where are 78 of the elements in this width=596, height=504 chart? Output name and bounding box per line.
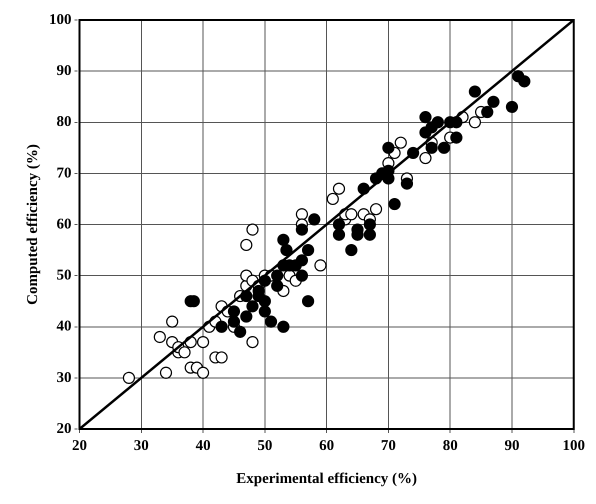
y-tick-label: 30: [56, 370, 72, 386]
point: [296, 208, 308, 220]
point: [314, 259, 327, 272]
point: [264, 316, 278, 328]
point: [296, 224, 308, 236]
point: [296, 254, 308, 266]
point: [450, 131, 462, 144]
x-tick-label: 90: [504, 438, 520, 454]
point: [345, 244, 358, 256]
point: [394, 136, 407, 149]
point: [246, 224, 259, 236]
point: [438, 142, 450, 154]
y-tick-label: 40: [56, 318, 72, 335]
y-tick-label: 20: [56, 420, 72, 437]
point: [326, 192, 339, 206]
point: [154, 330, 166, 344]
point: [345, 208, 358, 220]
point: [166, 316, 178, 328]
point: [234, 326, 246, 338]
point: [246, 336, 259, 348]
x-axis-title: Experimental efficiency (%): [236, 470, 418, 487]
point: [246, 300, 259, 312]
point: [400, 178, 414, 190]
x-tick-label: 60: [319, 438, 334, 454]
point: [302, 244, 314, 256]
point: [432, 116, 444, 128]
point: [178, 346, 191, 358]
y-tick-label: 90: [56, 63, 72, 79]
point: [228, 316, 240, 328]
point: [388, 198, 401, 210]
y-tick-label: 50: [56, 268, 72, 284]
point: [468, 116, 481, 128]
point: [215, 320, 228, 333]
point: [419, 152, 432, 164]
point: [258, 295, 271, 308]
point: [518, 75, 530, 88]
point: [122, 372, 136, 384]
point: [364, 228, 376, 241]
point: [332, 228, 346, 241]
point: [228, 305, 240, 318]
point: [271, 280, 284, 292]
point: [481, 106, 494, 118]
point: [426, 142, 438, 154]
point: [240, 238, 252, 252]
point: [332, 218, 346, 231]
point: [277, 320, 290, 333]
point: [487, 96, 500, 108]
point: [196, 336, 210, 348]
point: [468, 85, 481, 98]
point: [296, 270, 308, 282]
point: [302, 295, 314, 308]
point: [240, 310, 252, 323]
point: [196, 366, 210, 379]
y-tick-label: 80: [56, 114, 72, 130]
point: [215, 351, 228, 364]
point: [277, 234, 290, 246]
point: [370, 203, 382, 216]
x-tick-label: 50: [257, 438, 272, 454]
x-tick-label: 100: [562, 438, 585, 454]
point: [419, 111, 432, 124]
x-tick-label: 40: [196, 438, 211, 454]
point: [332, 182, 346, 195]
x-tick-label: 20: [72, 438, 87, 454]
x-tick-label: 80: [442, 438, 458, 454]
point: [280, 244, 293, 256]
x-tick-label: 70: [380, 438, 396, 454]
point: [506, 100, 518, 114]
point: [364, 218, 376, 231]
x-tick-label: 30: [134, 438, 149, 454]
y-tick-label: 60: [56, 216, 72, 232]
y-tick-label: 100: [49, 12, 72, 28]
point: [382, 142, 395, 154]
y-axis-title: Computed efficiency (%): [24, 144, 41, 305]
point: [160, 366, 172, 379]
point: [308, 213, 320, 226]
point: [271, 270, 284, 282]
y-tick-label: 70: [56, 165, 72, 182]
point: [258, 305, 271, 318]
